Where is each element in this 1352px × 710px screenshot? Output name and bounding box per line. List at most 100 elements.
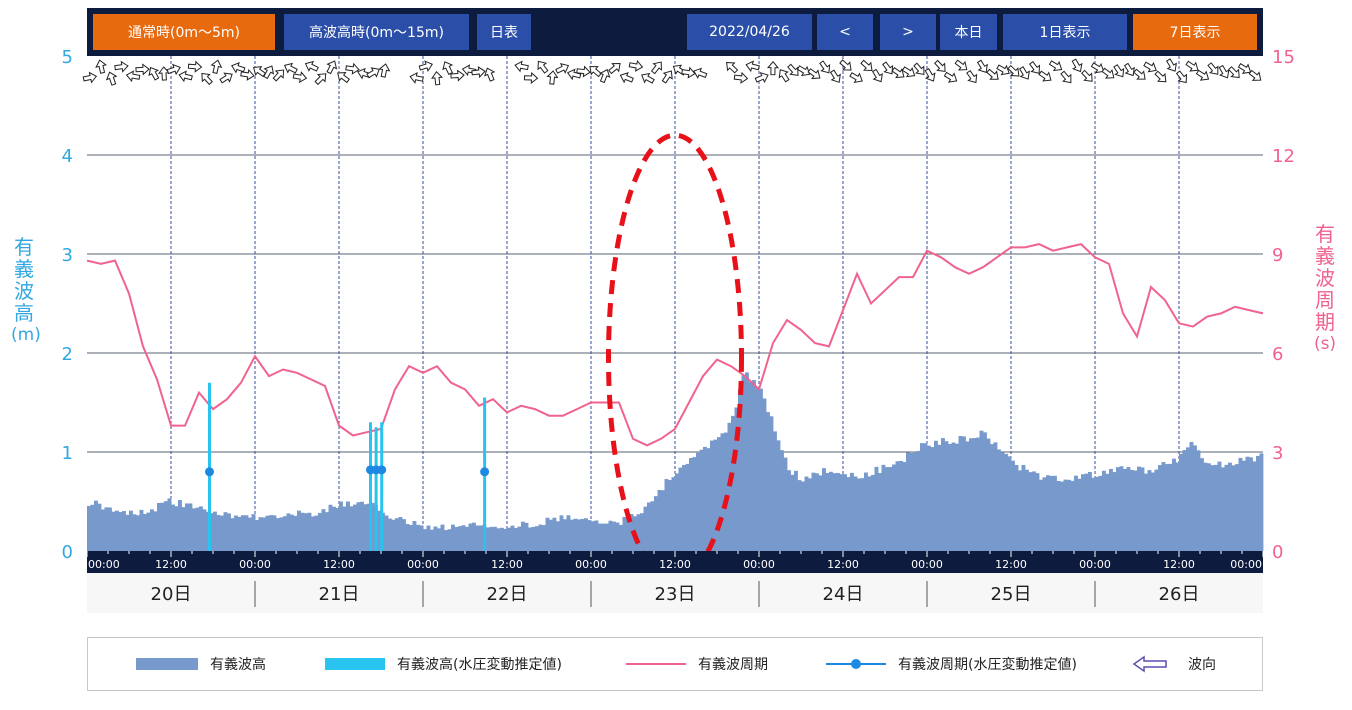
wave-height-bar: [451, 524, 455, 551]
wave-direction-arrow-icon: [661, 70, 673, 84]
wave-height-bar: [1084, 473, 1089, 551]
wave-direction-arrow-icon: [1227, 66, 1240, 79]
wave-height-bar: [370, 502, 375, 551]
wave-height-bar: [290, 514, 294, 551]
wave-height-bar: [164, 501, 168, 551]
wave-height-bar: [153, 511, 158, 551]
wave-height-bar: [468, 523, 473, 551]
wave-period-line: [86, 243, 1264, 447]
wave-height-bar: [1109, 468, 1113, 551]
seven-day-view-button[interactable]: 7日表示: [1133, 14, 1257, 50]
wave-height-bar: [111, 511, 116, 551]
wave-direction-arrow-icon: [599, 68, 611, 84]
wave-direction-arrow-icon: [450, 69, 465, 82]
wave-direction-arrow-icon: [82, 71, 98, 84]
wave-height-bar: [549, 519, 553, 551]
wave-height-bar: [906, 452, 910, 551]
wave-direction-arrow-icon: [608, 63, 621, 75]
wave-height-bar: [577, 519, 581, 551]
wave-height-bar: [731, 415, 735, 551]
wave-height-bar: [300, 512, 305, 551]
table-view-button[interactable]: 日表: [477, 14, 531, 50]
wave-height-bar: [979, 430, 984, 551]
wave-height-bar: [87, 505, 91, 551]
wave-direction-arrow-icon: [95, 59, 108, 74]
wave-height-bar: [237, 516, 242, 551]
wave-direction-arrow-icon: [166, 63, 181, 76]
wave-height-bar: [535, 526, 539, 551]
wave-height-bar: [881, 464, 886, 551]
wave-direction-arrow-icon: [1154, 70, 1167, 83]
wave-height-series: [87, 372, 1264, 551]
date-display-button[interactable]: 2022/04/26: [687, 14, 812, 50]
wave-height-bar: [899, 460, 903, 551]
wave-direction-arrow-icon: [1207, 62, 1219, 75]
wave-height-bar: [1056, 481, 1061, 551]
wave-height-bar: [808, 478, 812, 551]
wave-height-bar: [146, 512, 151, 551]
wave-height-bar: [157, 502, 161, 551]
wave-height-bar: [185, 503, 189, 551]
wave-direction-arrow-icon: [641, 72, 655, 84]
normal-scale-button[interactable]: 通常時(0m～5m): [93, 14, 275, 50]
wave-height-bar: [643, 506, 648, 551]
wave-height-bar: [689, 457, 693, 551]
wave-height-bar: [1081, 474, 1085, 551]
wave-height-bar: [115, 510, 119, 551]
wave-direction-arrow-icon: [566, 68, 582, 81]
wave-height-bar: [601, 523, 606, 551]
wave-direction-arrow-icon: [337, 72, 350, 84]
wave-height-bar: [1102, 470, 1106, 551]
wave-direction-arrow-icon: [272, 69, 285, 82]
wave-height-bar: [384, 515, 389, 551]
today-button[interactable]: 本日: [940, 14, 997, 50]
wave-direction-arrow-icon: [1038, 70, 1052, 82]
next-button[interactable]: >: [880, 14, 936, 50]
wave-direction-arrow-icon: [891, 67, 905, 79]
wave-height-bar: [1021, 465, 1026, 551]
wave-height-bar: [1095, 476, 1099, 551]
wave-height-bar: [192, 508, 196, 551]
one-day-view-button[interactable]: 1日表示: [1003, 14, 1127, 50]
left-axis-title-char: 有: [14, 235, 34, 259]
wave-height-bar: [594, 520, 599, 551]
wave-height-bar: [227, 513, 231, 551]
wave-height-bar: [132, 514, 137, 551]
wave-height-bar: [454, 526, 459, 551]
wave-height-bar: [885, 467, 889, 551]
wave-direction-arrow-icon: [157, 66, 171, 81]
wave-height-bar: [976, 437, 980, 551]
wave-height-bar: [447, 529, 452, 551]
wave-height-bar: [307, 512, 312, 551]
wave-direction-arrow-icon: [105, 71, 118, 86]
wave-height-bar: [136, 515, 140, 551]
day-label: 21日: [319, 584, 360, 605]
right-axis-tick-label: 6: [1272, 344, 1283, 365]
wave-height-bar: [507, 527, 511, 551]
wave-height-bar: [930, 447, 935, 551]
wave-direction-arrow-icon: [292, 71, 308, 84]
wave-height-bar: [1077, 478, 1082, 551]
wave-height-bar: [986, 438, 991, 551]
wave-height-bar: [1014, 464, 1019, 551]
wave-direction-arrow-icon: [1132, 655, 1167, 673]
wave-height-bar: [244, 515, 249, 551]
wave-height-bar: [472, 522, 476, 551]
wave-height-bar: [843, 474, 847, 551]
wave-height-bar: [118, 512, 123, 551]
wave-height-bar: [458, 526, 462, 551]
chart-legend: 有義波高 有義波高(水圧変動推定値) 有義波周期 有義波周期(水圧変動推定値) …: [87, 637, 1263, 691]
wave-direction-series: [82, 58, 1262, 86]
wave-direction-arrow-icon: [514, 60, 529, 73]
high-wave-scale-button[interactable]: 高波高時(0m～15m): [284, 14, 469, 50]
wave-height-bar: [874, 466, 879, 551]
wave-height-bar: [668, 480, 672, 551]
time-axis-tick-label: 00:00: [407, 558, 439, 571]
wave-height-bar: [395, 518, 399, 551]
prev-button[interactable]: <: [817, 14, 873, 50]
wave-direction-arrow-icon: [1165, 58, 1177, 72]
wave-height-bar: [958, 436, 963, 551]
right-axis-tick-label: 9: [1272, 245, 1283, 266]
wave-height-bar: [720, 433, 725, 551]
wave-direction-arrow-icon: [1185, 60, 1199, 72]
